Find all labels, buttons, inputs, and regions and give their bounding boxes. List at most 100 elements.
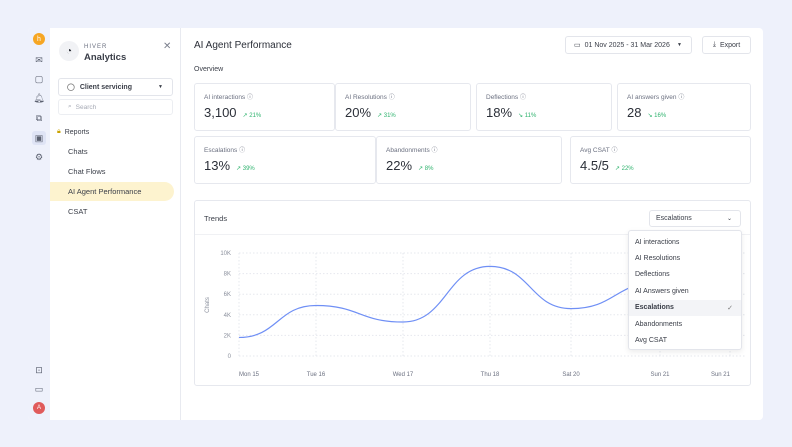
metric-trend: ↗ 39% xyxy=(236,166,255,172)
brand-label: HIVER xyxy=(84,44,108,50)
metric-trend: ↗ 21% xyxy=(242,113,262,119)
metric-card: Escalations ⓘ 13% ↗ 39% xyxy=(194,136,376,184)
info-icon[interactable]: ⓘ xyxy=(678,95,685,101)
metric-trend: ↘ 16% xyxy=(647,113,667,119)
close-icon[interactable]: ✕ xyxy=(163,41,172,52)
metric-value: 22% ↗ 8% xyxy=(386,158,434,173)
analytics-icon[interactable]: ▣ xyxy=(32,131,46,145)
metric-option[interactable]: AI Answers given xyxy=(635,287,689,295)
trend-up-icon: ↗ xyxy=(418,166,424,172)
chat-icon[interactable]: ▢ xyxy=(34,73,44,84)
y-tick-label: 8K xyxy=(224,272,231,278)
metric-label: Deflections ⓘ xyxy=(486,94,526,101)
metric-trend: ↗ 31% xyxy=(377,113,396,119)
metric-label: AI answers given ⓘ xyxy=(627,94,685,101)
info-icon[interactable]: ⓘ xyxy=(388,95,395,101)
x-tick-label: Thu 18 xyxy=(481,372,500,378)
metric-value: 18% ↘ 11% xyxy=(486,105,537,120)
search-placeholder: Search xyxy=(75,103,97,111)
metric-card: AI Resolutions ⓘ 20% ↗ 31% xyxy=(335,83,471,131)
metric-card: Deflections ⓘ 18% ↘ 11% xyxy=(476,83,612,131)
metric-value: 13% ↗ 39% xyxy=(204,158,255,173)
metric-card: AI answers given ⓘ 28 ↘ 16% xyxy=(617,83,751,131)
metric-value: 4.5/5 ↗ 22% xyxy=(580,158,634,173)
chat-icon: ◯ xyxy=(67,84,75,91)
info-icon[interactable]: ⓘ xyxy=(611,148,618,154)
app-window: h ✉ ▢ 🔔︎ ⧉ ▣ ⚙ ⊡ ▭ A ◔ HIVER Analytics ✕… xyxy=(28,28,763,420)
chevron-down-icon: ⌄ xyxy=(726,216,732,222)
x-tick-label: Sat 20 xyxy=(562,372,580,378)
icon-rail: h ✉ ▢ 🔔︎ ⧉ ▣ ⚙ ⊡ ▭ A xyxy=(28,28,50,420)
check-icon: ✓ xyxy=(727,304,733,312)
metric-trend: ↗ 8% xyxy=(418,166,434,172)
y-tick-label: 6K xyxy=(224,292,231,298)
sidebar-item-chat-flows[interactable]: Chat Flows xyxy=(68,167,106,176)
x-tick-label: Wed 17 xyxy=(393,372,414,378)
app-title: Analytics xyxy=(84,52,127,63)
metric-select[interactable]: Escalations ⌄ xyxy=(649,210,741,227)
page-title: AI Agent Performance xyxy=(194,40,292,51)
y-tick-label: 2K xyxy=(224,333,231,339)
download-icon: ⤓ xyxy=(712,41,716,48)
feedback-icon[interactable]: ▭ xyxy=(34,383,44,394)
info-icon[interactable]: ⓘ xyxy=(519,95,526,101)
metric-option[interactable]: AI Resolutions xyxy=(635,255,681,263)
info-icon[interactable]: ⓘ xyxy=(247,95,254,101)
metric-value: 28 ↘ 16% xyxy=(627,105,667,120)
trend-up-icon: ↗ xyxy=(236,166,242,172)
metric-select-value: Escalations xyxy=(656,215,692,222)
workspace-select[interactable]: ◯ Client servicing ▼ xyxy=(58,78,173,96)
trend-up-icon: ↗ xyxy=(614,166,620,172)
mail-icon[interactable]: ✉ xyxy=(35,54,43,65)
x-tick-label: Mon 15 xyxy=(239,372,260,378)
notification-icon[interactable]: 🔔︎ xyxy=(33,92,45,103)
metric-option[interactable]: AI interactions xyxy=(635,238,680,246)
x-tick-label: Sun 21 xyxy=(711,372,731,378)
metric-option[interactable]: Escalations ✓ xyxy=(629,299,741,316)
metric-label: AI interactions ⓘ xyxy=(204,94,254,101)
metric-dropdown-menu: AI interactions AI Resolutions Deflections… xyxy=(628,230,742,350)
avatar[interactable]: A xyxy=(33,402,45,414)
info-icon[interactable]: ⓘ xyxy=(239,148,246,154)
metric-option[interactable]: Avg CSAT xyxy=(635,337,668,345)
metric-value: 3,100 ↗ 21% xyxy=(204,105,262,120)
trend-down-icon: ↘ xyxy=(518,113,524,119)
date-range-picker[interactable]: ▭ 01 Nov 2025 - 31 Mar 2026 ▼ xyxy=(565,36,692,54)
chevron-down-icon: ▼ xyxy=(677,42,682,48)
metric-option[interactable]: Abandonments xyxy=(635,320,683,328)
metric-card: AI interactions ⓘ 3,100 ↗ 21% xyxy=(194,83,335,131)
y-tick-label: 10K xyxy=(220,251,231,257)
sidebar-item-csat[interactable]: CSAT xyxy=(68,207,88,216)
metric-label: Avg CSAT ⓘ xyxy=(580,147,618,154)
metric-label: Abandonments ⓘ xyxy=(386,147,438,154)
trend-up-icon: ↗ xyxy=(242,113,248,119)
trends-title: Trends xyxy=(204,214,228,223)
search-input[interactable]: ⌕ Search xyxy=(58,99,173,115)
main-content: AI Agent Performance ▭ 01 Nov 2025 - 31 M… xyxy=(182,28,763,420)
reports-section: 🔒︎ Reports xyxy=(57,128,89,136)
copy-icon[interactable]: ⧉ xyxy=(35,112,43,123)
metric-card: Avg CSAT ⓘ 4.5/5 ↗ 22% xyxy=(570,136,751,184)
sidebar-item-chats[interactable]: Chats xyxy=(68,147,88,156)
metric-option[interactable]: Deflections xyxy=(635,271,670,279)
metric-label: AI Resolutions ⓘ xyxy=(345,94,395,101)
metric-card: Abandonments ⓘ 22% ↗ 8% xyxy=(376,136,562,184)
calendar-icon: ▭ xyxy=(574,42,581,49)
settings-icon[interactable]: ⚙ xyxy=(34,151,44,162)
hiver-logo-icon[interactable]: h xyxy=(33,33,45,45)
trends-panel: Trends 0 2K 4K 6K 8K 10K Mon 15 Tue 16 Wed 17 Thu… xyxy=(194,200,751,386)
help-icon[interactable]: ⊡ xyxy=(35,364,43,375)
y-axis-label: Chats xyxy=(205,297,211,313)
trend-up-icon: ↗ xyxy=(377,113,383,119)
info-icon[interactable]: ⓘ xyxy=(431,148,438,154)
overview-heading: Overview xyxy=(194,66,224,73)
y-tick-label: 0 xyxy=(228,354,232,360)
metric-label: Escalations ⓘ xyxy=(204,147,246,154)
metric-trend: ↘ 11% xyxy=(518,113,537,119)
reports-icon: 🔒︎ xyxy=(57,128,61,135)
workspace-label: Client servicing xyxy=(79,83,132,91)
sidebar-item-ai-agent-performance[interactable]: AI Agent Performance xyxy=(50,182,174,201)
search-icon: ⌕ xyxy=(68,103,72,110)
x-tick-label: Sun 21 xyxy=(650,372,670,378)
export-button[interactable]: ⤓ Export xyxy=(702,36,751,54)
